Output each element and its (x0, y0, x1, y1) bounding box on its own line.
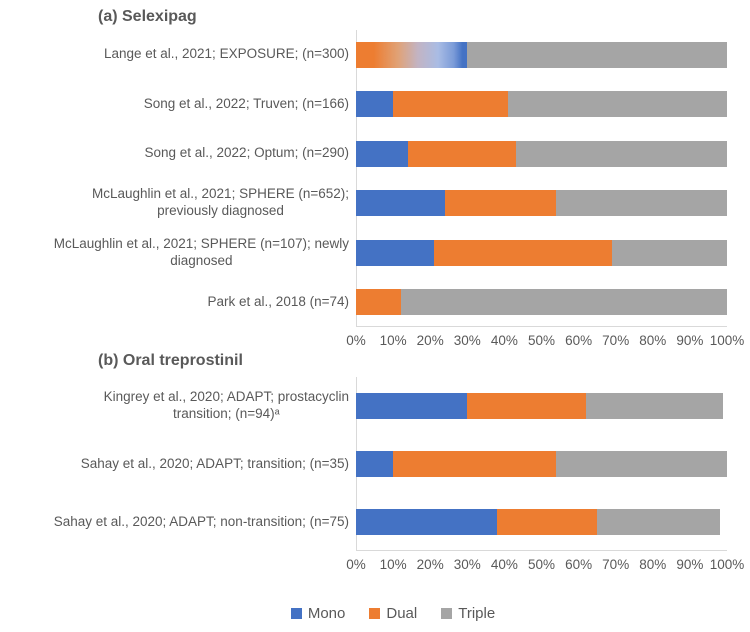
bar-segment-mono (356, 393, 468, 419)
category-label: Park et al., 2018 (n=74) (207, 293, 349, 309)
bar-track (356, 91, 727, 118)
x-axis-tick-label: 80% (639, 333, 667, 348)
bar-segment-triple (508, 91, 727, 118)
x-axis-tick-label: 70% (602, 333, 630, 348)
legend-swatch-mono (290, 607, 302, 619)
bar-segment-dual (467, 393, 587, 419)
bar-track (356, 140, 727, 167)
x-axis-tick-label: 0% (346, 333, 366, 348)
category-label: McLaughlin et al., 2021; SPHERE (n=652);… (91, 186, 349, 219)
legend-item-triple: Triple (441, 605, 495, 622)
chart-legend: Mono Dual Triple (18, 603, 750, 623)
chart-row: McLaughlin et al., 2021; SPHERE (n=107);… (0, 228, 750, 278)
x-axis-tick-label: 20% (416, 557, 444, 572)
category-label: Sahay et al., 2020; ADAPT; non-transitio… (53, 513, 349, 529)
chart-row: Sahay et al., 2020; ADAPT; transition; (… (0, 435, 750, 493)
panel-a-x-axis: 0% 10% 20% 30% 40% 50% 60% 70% 80% 90% 100% (346, 327, 744, 353)
bar-segment-dual (445, 190, 557, 217)
bar-track (356, 289, 727, 316)
panel-b-axis-hline (356, 550, 727, 551)
bar-segment-triple (556, 190, 727, 217)
chart-row: Song et al., 2022; Optum; (n=290) (0, 129, 750, 179)
category-label: McLaughlin et al., 2021; SPHERE (n=107);… (53, 235, 349, 268)
panel-a-plot: Lange et al., 2021; EXPOSURE; (n=300) Son… (0, 30, 750, 327)
panel-a-title: (a) Selexipag (98, 8, 197, 25)
legend-label-mono: Mono (307, 604, 346, 622)
x-axis-tick-label: 30% (453, 557, 481, 572)
x-axis-tick-label: 50% (527, 557, 556, 572)
x-axis-tick-label: 60% (565, 557, 593, 572)
bar-segment-triple (586, 393, 724, 419)
x-axis-tick-label: 100% (709, 557, 745, 572)
legend-label-triple: Triple (458, 604, 496, 622)
x-axis-tick-label: 10% (379, 333, 407, 348)
chart-row: Song et al., 2022; Truven; (n=166) (0, 80, 750, 130)
panel-a-axis-hline (356, 326, 727, 327)
bar-segment-dual (393, 91, 509, 118)
bar-track (356, 190, 727, 217)
chart-row: Park et al., 2018 (n=74) (0, 278, 750, 328)
bar-segment-dual (433, 239, 612, 266)
x-axis-tick-label: 90% (676, 557, 704, 572)
chart-row: Sahay et al., 2020; ADAPT; non-transitio… (0, 493, 750, 551)
category-label: Sahay et al., 2020; ADAPT; transition; (… (80, 455, 349, 471)
bar-segment-mono (356, 140, 408, 167)
panel-b-x-axis: 0% 10% 20% 30% 40% 50% 60% 70% 80% 90% 100% (346, 551, 744, 577)
x-axis-tick-label: 30% (453, 333, 481, 348)
category-label: Lange et al., 2021; EXPOSURE; (n=300) (103, 46, 349, 62)
bar-track (356, 451, 727, 477)
legend-swatch-triple (441, 607, 453, 619)
x-axis-tick-label: 40% (490, 333, 518, 348)
bar-segment-mono (356, 451, 394, 477)
bar-track (356, 393, 727, 419)
panel-a-rows: Lange et al., 2021; EXPOSURE; (n=300) Son… (0, 30, 750, 327)
legend-swatch-dual (369, 607, 381, 619)
x-axis-tick-label: 70% (602, 557, 630, 572)
bar-segment-mono-dual-blended (356, 41, 468, 68)
panel-b-rows: Kingrey et al., 2020; ADAPT; prostacycli… (0, 377, 750, 551)
bar-segment-dual (407, 140, 516, 167)
bar-segment-triple (515, 140, 727, 167)
x-axis-tick-label: 60% (565, 333, 593, 348)
x-axis-tick-label: 40% (490, 557, 518, 572)
bar-track (356, 41, 727, 68)
category-label: Song et al., 2022; Truven; (n=166) (143, 95, 349, 111)
x-axis-tick-label: 50% (527, 333, 556, 348)
bar-segment-mono (356, 190, 446, 217)
panel-b-title: (b) Oral treprostinil (98, 352, 243, 369)
bar-segment-triple (611, 239, 727, 266)
chart-row: McLaughlin et al., 2021; SPHERE (n=652);… (0, 179, 750, 229)
x-axis-tick-label: 90% (676, 333, 704, 348)
legend-item-mono: Mono (290, 604, 346, 622)
x-axis-tick-label: 10% (379, 557, 407, 572)
x-axis-tick-label: 0% (346, 557, 366, 572)
bar-segment-mono (356, 509, 497, 535)
bar-track (356, 239, 727, 266)
legend-item-dual: Dual (369, 605, 417, 622)
bar-segment-dual (393, 451, 557, 477)
bar-track (356, 509, 727, 535)
bar-segment-triple (597, 509, 720, 535)
bar-segment-triple (556, 451, 727, 477)
legend-label-dual: Dual (386, 604, 418, 622)
bar-segment-triple (400, 289, 727, 316)
bar-segment-dual (496, 509, 598, 535)
chart-row: Kingrey et al., 2020; ADAPT; prostacycli… (0, 377, 750, 435)
category-label: Kingrey et al., 2020; ADAPT; prostacycli… (103, 389, 349, 421)
category-label: Song et al., 2022; Optum; (n=290) (144, 145, 349, 161)
bar-segment-mono (356, 239, 434, 266)
bar-segment-mono (356, 91, 394, 118)
panel-a-axis-vline (356, 30, 357, 327)
bar-segment-dual (356, 289, 401, 316)
chart-row: Lange et al., 2021; EXPOSURE; (n=300) (0, 30, 750, 80)
x-axis-tick-label: 100% (709, 333, 745, 348)
bar-segment-triple (467, 41, 727, 68)
x-axis-tick-label: 80% (639, 557, 667, 572)
x-axis-tick-label: 20% (416, 333, 444, 348)
panel-b-plot: Kingrey et al., 2020; ADAPT; prostacycli… (0, 377, 750, 551)
